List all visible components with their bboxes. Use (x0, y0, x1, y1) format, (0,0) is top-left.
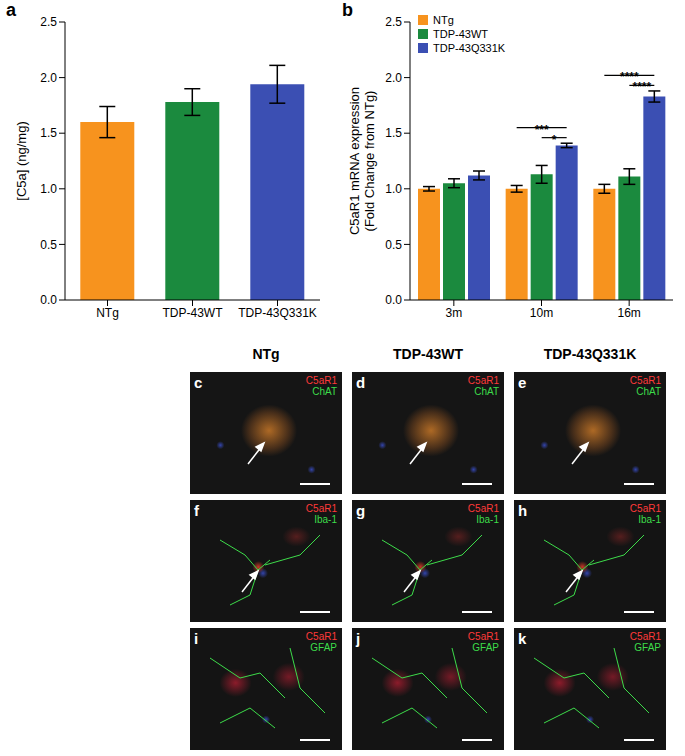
html-text:Iba-1: Iba-1 (638, 514, 661, 525)
html-text:ChAT: ChAT (312, 386, 337, 397)
svg-text:0.0: 0.0 (385, 293, 402, 307)
svg-text:1.5: 1.5 (385, 126, 402, 140)
html-text:e: e (518, 374, 527, 391)
html-text:C5aR1: C5aR1 (629, 375, 661, 386)
html-text:Iba-1: Iba-1 (314, 514, 337, 525)
html-text:GFAP: GFAP (472, 642, 499, 653)
html-text:h: h (518, 502, 528, 519)
svg-text:NTg: NTg (96, 306, 119, 320)
html-text:ChAT: ChAT (636, 386, 661, 397)
html-text:C5aR1: C5aR1 (305, 503, 337, 514)
html-text:TDP-43Q331K: TDP-43Q331K (543, 346, 637, 362)
html-text:j: j (356, 630, 361, 647)
svg-text:2.0: 2.0 (385, 71, 402, 85)
html-text:k: k (518, 630, 527, 647)
svg-text:C5aR1 mRNA expression(Fold Cha: C5aR1 mRNA expression(Fold Change from N… (347, 87, 377, 235)
html-text:TDP-43WT: TDP-43WT (393, 346, 463, 362)
svg-text:10m: 10m (530, 306, 553, 320)
svg-text:TDP-43Q331K: TDP-43Q331K (238, 306, 317, 320)
svg-text:0.5: 0.5 (40, 238, 57, 252)
html-text:i: i (194, 630, 199, 647)
html-text:d: d (356, 374, 366, 391)
html-text:GFAP: GFAP (310, 642, 337, 653)
svg-text:2.5: 2.5 (385, 15, 402, 29)
svg-text:2.0: 2.0 (40, 71, 57, 85)
html-text:g: g (356, 502, 366, 519)
svg-text:1.5: 1.5 (40, 126, 57, 140)
svg-text:0.5: 0.5 (385, 238, 402, 252)
html-text:a: a (6, 0, 16, 20)
html-text:GFAP: GFAP (634, 642, 661, 653)
html-text:C5aR1: C5aR1 (467, 631, 499, 642)
html-text:TDP-43Q331K: TDP-43Q331K (433, 42, 506, 54)
html-text:f: f (194, 502, 199, 519)
html-text:TDP-43WT: TDP-43WT (433, 28, 488, 40)
svg-text:3m: 3m (445, 306, 462, 320)
svg-text:2.5: 2.5 (40, 15, 57, 29)
html-text:C5aR1: C5aR1 (467, 503, 499, 514)
html-text:C5aR1: C5aR1 (629, 503, 661, 514)
svg-text:1.0: 1.0 (385, 182, 402, 196)
svg-text:TDP-43WT: TDP-43WT (163, 306, 224, 320)
svg-text:***: *** (535, 123, 549, 137)
svg-text:[C5a] (ng/mg): [C5a] (ng/mg) (14, 121, 29, 200)
svg-text:0.0: 0.0 (40, 293, 57, 307)
html-text:b: b (342, 0, 353, 20)
html-text:ChAT: ChAT (474, 386, 499, 397)
svg-text:****: **** (632, 80, 651, 94)
html-text:Iba-1: Iba-1 (476, 514, 499, 525)
html-text:NTg: NTg (252, 346, 280, 362)
html-text:C5aR1: C5aR1 (467, 375, 499, 386)
html-text:C5aR1: C5aR1 (305, 375, 337, 386)
svg-text:*: * (552, 133, 557, 147)
html-text:C5aR1: C5aR1 (305, 631, 337, 642)
html-text:NTg: NTg (433, 14, 454, 26)
svg-text:1.0: 1.0 (40, 182, 57, 196)
html-text:c: c (194, 374, 203, 391)
html-text:C5aR1: C5aR1 (629, 631, 661, 642)
svg-text:16m: 16m (617, 306, 640, 320)
